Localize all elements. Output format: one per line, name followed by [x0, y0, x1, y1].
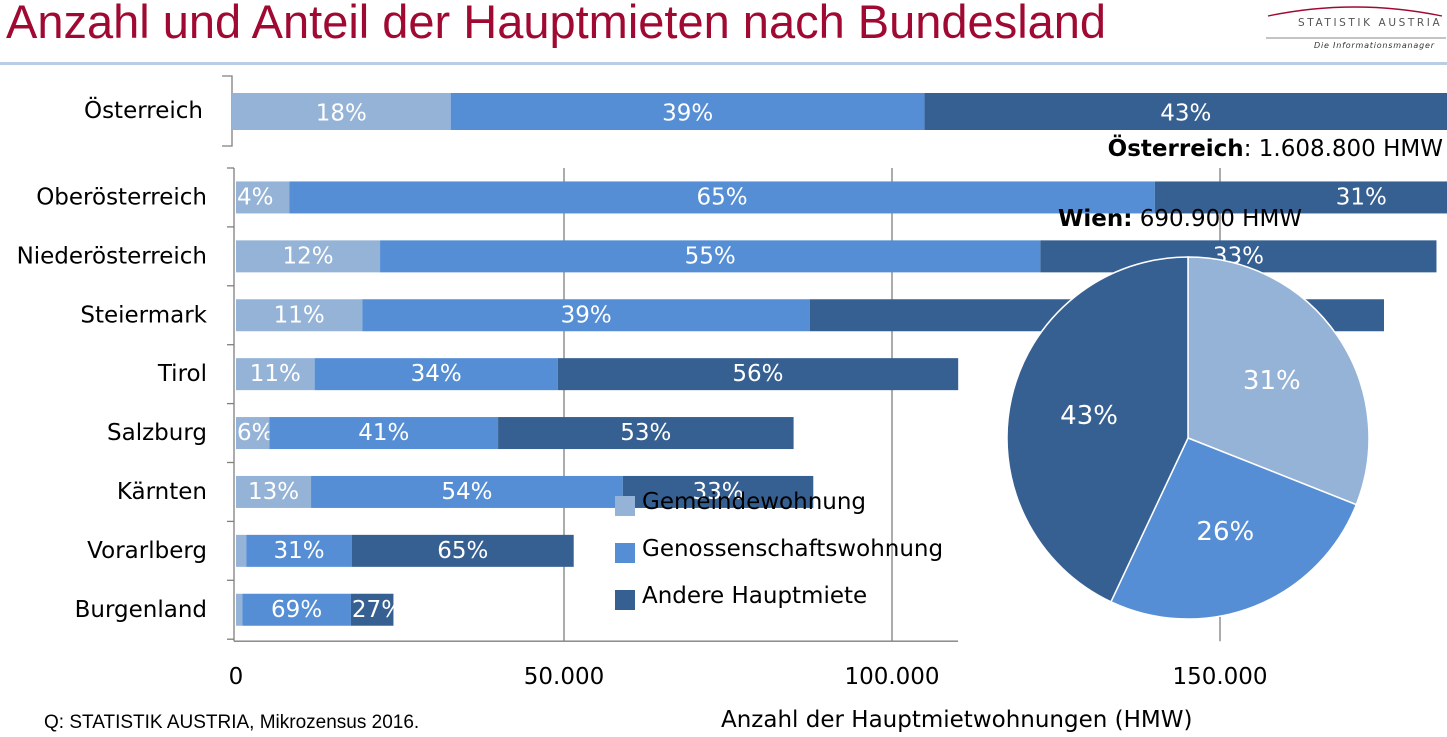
data-label: 54%	[441, 479, 492, 505]
x-tick-label: 150.000	[1172, 664, 1267, 690]
bar-genossenschaft	[362, 299, 810, 332]
category-label: Oberösterreich	[36, 184, 207, 210]
category-label: Steiermark	[80, 302, 207, 328]
austria-segment-label: 39%	[662, 101, 713, 127]
wien-total-bold: Wien:	[1058, 206, 1133, 232]
bar-gemeinde	[236, 358, 315, 391]
bar-genossenschaft	[242, 593, 351, 626]
logo-name: STATISTIK AUSTRIA	[1298, 17, 1443, 29]
page-title: Anzahl und Anteil der Hauptmieten nach B…	[6, 0, 1107, 48]
bar-genossenschaft	[246, 534, 352, 567]
data-label: 39%	[561, 302, 612, 328]
data-label: 27%	[352, 597, 403, 623]
category-label: Niederösterreich	[17, 243, 207, 269]
data-label: 31%	[1336, 184, 1387, 210]
bar-genossenschaft	[314, 358, 558, 391]
austria-total-bold: Österreich	[1107, 136, 1244, 162]
bar-genossenschaft	[269, 417, 499, 450]
data-label: 65%	[697, 184, 748, 210]
statistik-austria-logo	[1266, 6, 1446, 39]
data-label: 53%	[620, 420, 671, 446]
data-label: 41%	[358, 420, 409, 446]
category-label: Salzburg	[107, 420, 207, 446]
bar-andere	[557, 358, 959, 391]
bar-gemeinde	[236, 299, 363, 332]
bar-gemeinde	[236, 181, 290, 214]
bar-andere	[350, 593, 394, 626]
pie-slice-andere	[1006, 256, 1189, 603]
pie-slice-label: 43%	[1060, 401, 1118, 431]
x-tick-label: 0	[229, 664, 244, 690]
austria-total-label: Österreich: 1.608.800 HMW	[1108, 136, 1443, 162]
legend-swatch	[615, 590, 635, 610]
austria-segment-label: 43%	[1160, 101, 1211, 127]
title-divider	[0, 62, 1447, 65]
data-label: 13%	[248, 479, 299, 505]
x-tick-label: 50.000	[524, 664, 604, 690]
legend-label: Andere Hauptmiete	[642, 583, 868, 609]
data-label: 11%	[274, 302, 325, 328]
source-note: Q: STATISTIK AUSTRIA, Mikrozensus 2016.	[44, 712, 420, 733]
wien-total-value: 690.900 HMW	[1132, 206, 1303, 232]
logo-subtitle: Die Informationsmanager	[1314, 41, 1435, 50]
bar-andere	[622, 475, 814, 508]
data-label: 6%	[237, 420, 274, 446]
data-label: 56%	[732, 361, 783, 387]
bar-gemeinde	[236, 240, 381, 273]
bar-andere	[1154, 181, 1447, 214]
legend-swatch	[615, 496, 635, 516]
x-axis-title: Anzahl der Hauptmietwohnungen (HMW)	[721, 707, 1193, 733]
data-label: 11%	[250, 361, 301, 387]
bar-gemeinde	[236, 534, 247, 567]
austria-segment-andere	[924, 93, 1447, 130]
pie-slice-label: 26%	[1196, 517, 1254, 547]
legend-label: Genossenschaftswohnung	[642, 536, 944, 562]
data-label: 4%	[237, 184, 274, 210]
category-label: Kärnten	[117, 479, 207, 505]
bar-gemeinde	[236, 593, 243, 626]
data-label: 69%	[271, 597, 322, 623]
bar-andere	[498, 417, 794, 450]
austria-segment-label: 18%	[316, 101, 367, 127]
bar-genossenschaft	[289, 181, 1155, 214]
data-label: 55%	[685, 243, 736, 269]
category-label: Tirol	[157, 361, 207, 387]
bar-gemeinde	[236, 475, 312, 508]
x-tick-label: 100.000	[844, 664, 939, 690]
data-label: 33%	[692, 479, 743, 505]
data-label: 12%	[282, 243, 333, 269]
austria-segment-genossenschaft	[450, 93, 925, 130]
data-label: 65%	[437, 538, 488, 564]
data-label: 34%	[411, 361, 462, 387]
austria-total-value: : 1.608.800 HMW	[1243, 136, 1443, 162]
data-label: 31%	[274, 538, 325, 564]
austria-category-label: Österreich	[84, 96, 203, 124]
wien-total-label: Wien: 690.900 HMW	[1058, 206, 1302, 232]
pie-slice-label: 31%	[1243, 366, 1301, 396]
pie-slice-genossenschaft	[1109, 437, 1358, 620]
austria-segment-gemeinde	[232, 93, 451, 130]
category-label: Vorarlberg	[87, 538, 207, 564]
bar-genossenschaft	[311, 475, 623, 508]
legend-label: Gemeindewohnung	[642, 489, 867, 515]
bar-andere	[351, 534, 574, 567]
pie-slice-gemeinde	[1187, 256, 1370, 506]
bar-genossenschaft	[380, 240, 1041, 273]
bar-gemeinde	[236, 417, 270, 450]
austria-bracket	[222, 75, 233, 147]
category-label: Burgenland	[75, 597, 207, 623]
legend-swatch	[615, 543, 635, 563]
